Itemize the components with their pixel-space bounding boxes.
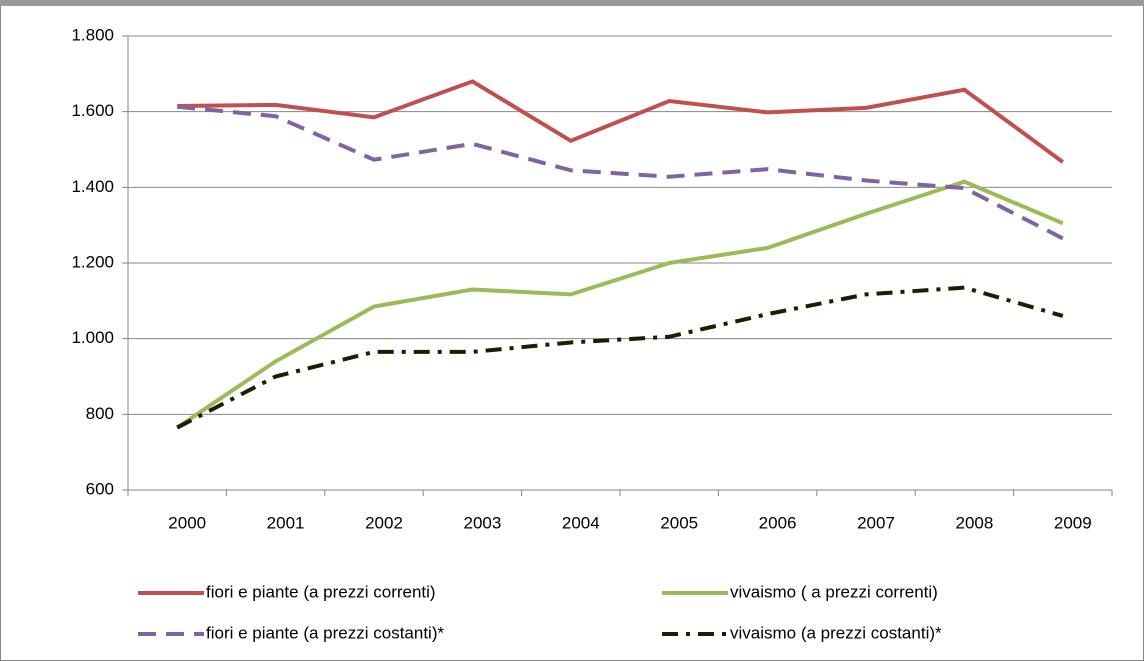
legend-label: vivaismo (a prezzi costanti)* [730,623,942,642]
x-tick-label: 2008 [955,513,993,532]
x-tick-label: 2000 [168,513,206,532]
series-line [176,179,1064,430]
series-line [177,104,1064,241]
x-tick-label: 2002 [365,513,403,532]
y-tick-label: 1.800 [71,25,114,44]
legend-label: vivaismo ( a prezzi correnti) [730,582,938,601]
legend-label: fiori e piante (a prezzi correnti) [206,582,436,601]
x-tick-label: 2006 [759,513,797,532]
x-tick-label: 2003 [463,513,501,532]
y-tick-label: 1.200 [71,252,114,271]
y-tick-label: 1.000 [71,328,114,347]
series-line [177,79,1064,164]
y-tick-label: 1.400 [71,177,114,196]
y-tick-label: 600 [86,479,114,498]
x-tick-label: 2005 [660,513,698,532]
x-tick-label: 2004 [562,513,600,532]
x-tick-label: 2001 [267,513,305,532]
legend-label: fiori e piante (a prezzi costanti)* [206,623,444,642]
y-tick-label: 800 [86,404,114,423]
x-tick-label: 2007 [857,513,895,532]
x-tick-label: 2009 [1054,513,1092,532]
top-bar [0,0,1144,6]
y-tick-label: 1.600 [71,101,114,120]
series-line [176,285,1064,430]
